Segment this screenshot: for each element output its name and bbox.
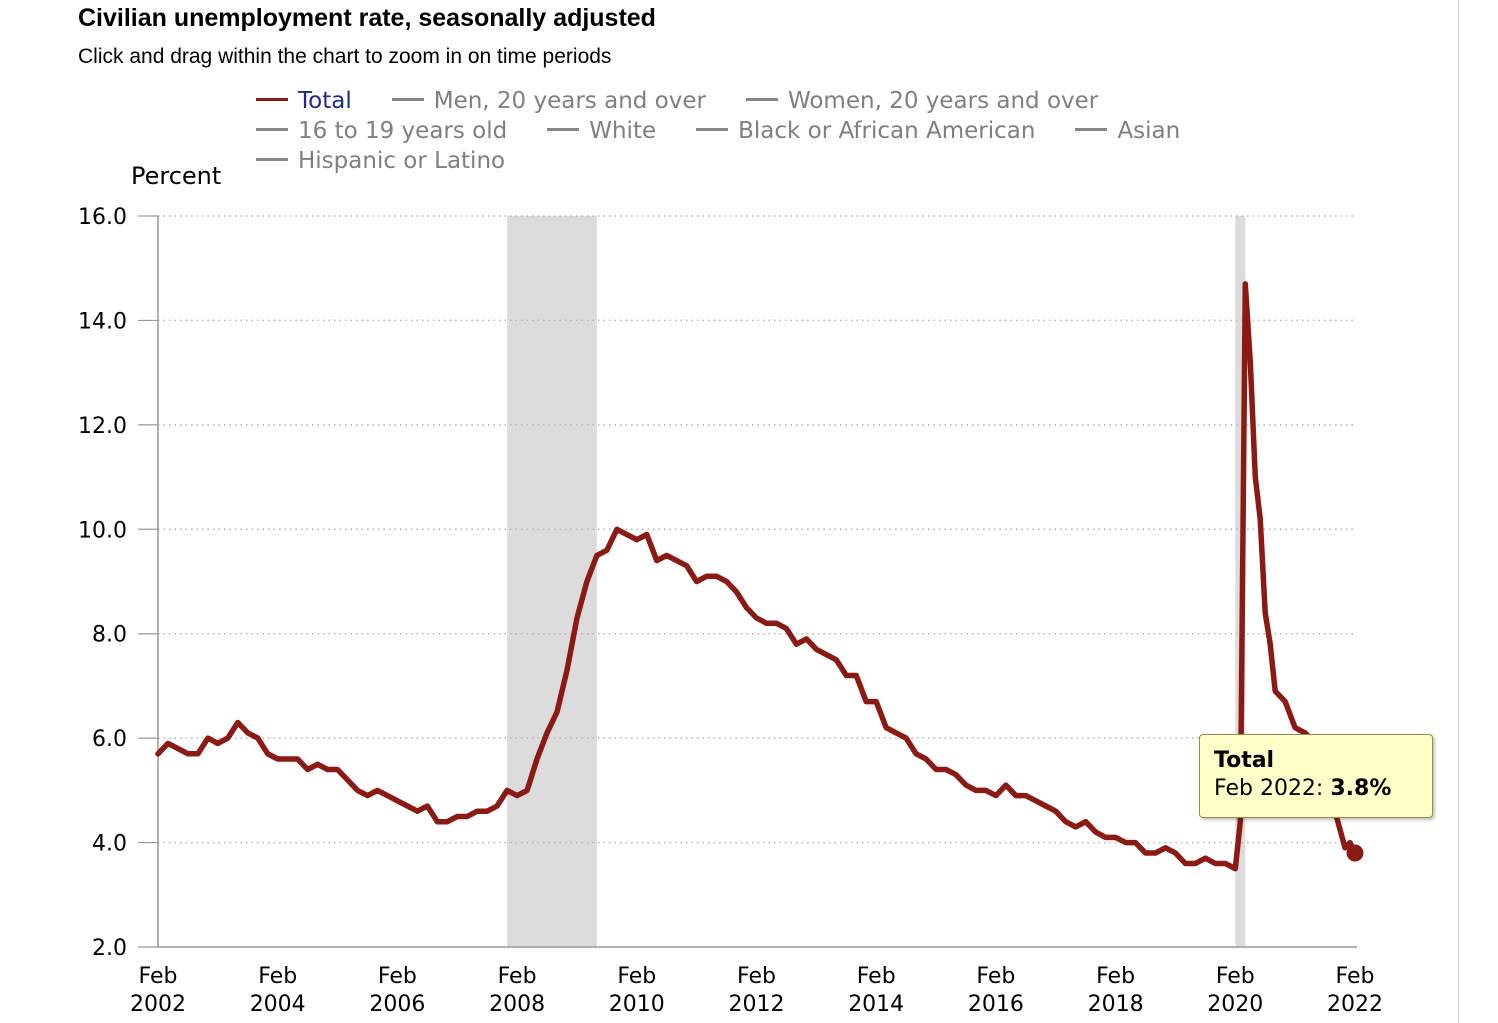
tooltip-line: Feb 2022: 3.8% bbox=[1214, 775, 1418, 803]
legend-row: 16 to 19 years old White Black or African … bbox=[256, 118, 1256, 148]
legend-swatch bbox=[256, 98, 288, 101]
legend-item[interactable]: Asian bbox=[1075, 118, 1180, 144]
x-tick-label: Feb bbox=[258, 964, 297, 989]
chart-legend: Total Men, 20 years and over Women, 20 yea… bbox=[256, 88, 1256, 178]
legend-swatch bbox=[256, 128, 288, 131]
y-tick-label: 12.0 bbox=[78, 414, 127, 439]
legend-label: Men, 20 years and over bbox=[433, 88, 706, 114]
legend-label: Hispanic or Latino bbox=[298, 148, 506, 174]
x-tick-label: 2018 bbox=[1088, 992, 1144, 1017]
legend-row: Hispanic or Latino bbox=[256, 148, 1256, 178]
x-tick-label: 2016 bbox=[968, 992, 1024, 1017]
x-tick-label: Feb bbox=[737, 964, 776, 989]
legend-swatch bbox=[745, 98, 778, 101]
legend-item[interactable]: Men, 20 years and over bbox=[391, 88, 706, 114]
legend-item[interactable]: Hispanic or Latino bbox=[256, 148, 505, 174]
x-tick-label: 2004 bbox=[250, 992, 306, 1017]
axes bbox=[157, 216, 1357, 948]
legend-item[interactable]: Black or African American bbox=[696, 118, 1035, 144]
tooltip-title: Total bbox=[1214, 748, 1275, 773]
tick-labels: 2.0 4.0 6.0 8.0 10.0 12.0 14.0 16.0 Feb 2002 Feb 20… bbox=[78, 205, 1383, 1017]
y-axis-label: Percent bbox=[131, 162, 222, 190]
x-tick-label: 2006 bbox=[369, 992, 425, 1017]
recession-band bbox=[507, 216, 597, 947]
legend-swatch bbox=[1075, 128, 1108, 131]
x-tick-label: 2012 bbox=[729, 992, 785, 1017]
x-tick-label: 2022 bbox=[1327, 992, 1383, 1017]
x-tick-label: 2020 bbox=[1207, 992, 1263, 1017]
y-tick-label: 6.0 bbox=[92, 727, 127, 752]
gridlines bbox=[138, 215, 1355, 948]
x-tick-label: 2008 bbox=[489, 992, 545, 1017]
x-tick-label: Feb bbox=[378, 964, 417, 989]
legend-label: Black or African American bbox=[738, 118, 1036, 144]
frame-border bbox=[1458, 0, 1459, 1023]
highlight-marker bbox=[1346, 844, 1364, 862]
x-tick-label: Feb bbox=[857, 964, 896, 989]
legend-swatch bbox=[391, 98, 424, 101]
y-tick-label: 8.0 bbox=[92, 623, 127, 648]
series-line-total[interactable] bbox=[155, 281, 1358, 872]
chart-title: Civilian unemployment rate, seasonally a… bbox=[78, 4, 656, 32]
tooltip-value: 3.8% bbox=[1330, 776, 1392, 801]
legend-label: 16 to 19 years old bbox=[298, 118, 508, 144]
y-tick-label: 4.0 bbox=[92, 832, 127, 857]
x-tick-label: Feb bbox=[1096, 964, 1135, 989]
legend-item[interactable]: Women, 20 years and over bbox=[745, 88, 1099, 114]
x-tick-label: Feb bbox=[1216, 964, 1255, 989]
y-tick-label: 14.0 bbox=[78, 309, 127, 334]
y-tick-label: 10.0 bbox=[78, 518, 127, 543]
legend-label: Total bbox=[298, 88, 352, 114]
legend-label: White bbox=[589, 118, 657, 144]
x-tick-label: 2014 bbox=[848, 992, 904, 1017]
tooltip-date: Feb 2022: bbox=[1214, 776, 1324, 801]
x-tick-label: Feb bbox=[617, 964, 656, 989]
legend-item[interactable]: Total bbox=[256, 88, 352, 114]
x-tick-label: 2002 bbox=[130, 992, 186, 1017]
x-tick-label: Feb bbox=[139, 964, 178, 989]
legend-swatch bbox=[256, 158, 288, 161]
legend-swatch bbox=[696, 128, 729, 131]
x-tick-label: Feb bbox=[976, 964, 1015, 989]
recession-shading bbox=[507, 216, 1246, 947]
x-tick-label: Feb bbox=[498, 964, 537, 989]
highlight-point[interactable] bbox=[1346, 844, 1364, 862]
legend-item[interactable]: 16 to 19 years old bbox=[256, 118, 507, 144]
legend-label: Women, 20 years and over bbox=[787, 88, 1099, 114]
y-tick-label: 16.0 bbox=[78, 205, 127, 230]
legend-swatch bbox=[547, 128, 580, 131]
y-tick-label: 2.0 bbox=[92, 936, 127, 961]
data-tooltip: Total Feb 2022: 3.8% bbox=[1199, 734, 1433, 818]
legend-label: Asian bbox=[1117, 118, 1181, 144]
chart-subtitle: Click and drag within the chart to zoom … bbox=[78, 45, 612, 68]
x-tick-label: 2010 bbox=[609, 992, 665, 1017]
legend-item[interactable]: White bbox=[547, 118, 656, 144]
legend-row: Total Men, 20 years and over Women, 20 yea… bbox=[256, 88, 1256, 118]
x-tick-label: Feb bbox=[1336, 964, 1375, 989]
series-lines bbox=[155, 281, 1358, 872]
